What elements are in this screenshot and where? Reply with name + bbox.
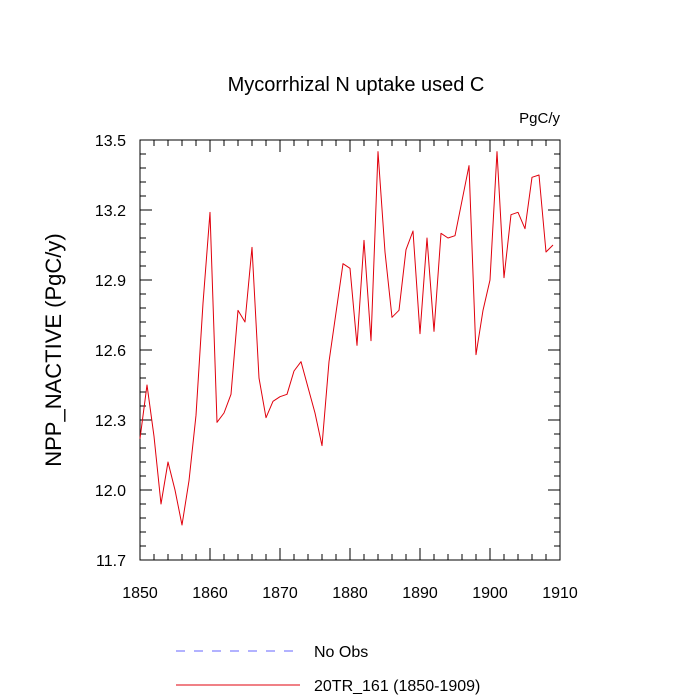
legend-label-no-obs: No Obs (314, 644, 368, 661)
y-tick-label: 12.0 (95, 483, 126, 500)
legend-label-20tr-161: 20TR_161 (1850-1909) (314, 678, 480, 695)
y-axis-label: NPP_NACTIVE (PgC/y) (41, 233, 66, 467)
x-tick-label: 1890 (402, 585, 438, 602)
axis-tick-labels: 1850 1860 1870 1880 1890 1900 1910 11.7 12.0 12.3… (95, 133, 578, 602)
axis-ticks (139, 139, 561, 561)
units-label: PgC/y (519, 110, 560, 127)
x-tick-label: 1850 (122, 585, 158, 602)
series-line-20tr-161 (139, 151, 554, 526)
series-lines (139, 151, 554, 526)
x-tick-label: 1870 (262, 585, 298, 602)
y-tick-label: 13.5 (95, 133, 126, 150)
plot-area (139, 139, 561, 561)
x-tick-label: 1900 (472, 585, 508, 602)
y-tick-label: 12.3 (95, 413, 126, 430)
chart-title: Mycorrhizal N uptake used C (228, 74, 485, 96)
legend: No Obs 20TR_161 (1850-1909) (176, 644, 480, 695)
x-tick-label: 1860 (192, 585, 228, 602)
y-tick-label: 13.2 (95, 203, 126, 220)
y-tick-label: 12.9 (95, 273, 126, 290)
plot-border (139, 139, 561, 561)
y-tick-label: 11.7 (96, 553, 126, 570)
y-tick-label: 12.6 (95, 343, 126, 360)
x-tick-label: 1880 (332, 585, 368, 602)
x-tick-label: 1910 (542, 585, 578, 602)
